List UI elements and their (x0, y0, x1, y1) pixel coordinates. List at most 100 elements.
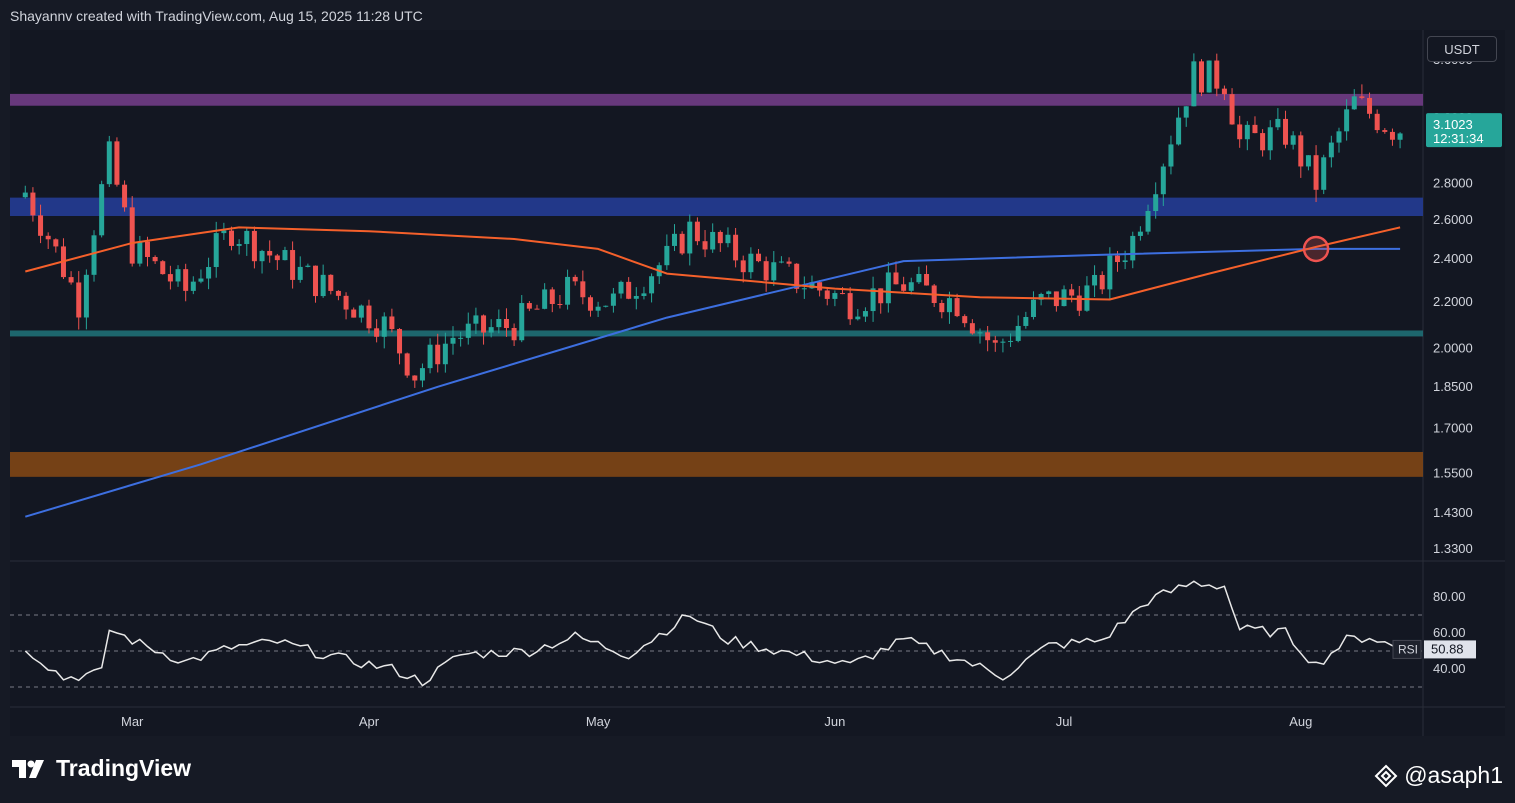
candle-body[interactable] (908, 282, 914, 291)
candle-body[interactable] (565, 276, 571, 305)
candle-body[interactable] (251, 230, 257, 262)
candle-body[interactable] (458, 337, 464, 339)
candle-body[interactable] (30, 192, 36, 216)
candle-body[interactable] (1099, 274, 1105, 290)
candle-body[interactable] (809, 282, 815, 289)
candle-body[interactable] (358, 305, 364, 318)
candle-body[interactable] (1046, 291, 1052, 294)
candle-body[interactable] (1168, 144, 1174, 167)
candle-body[interactable] (1252, 124, 1258, 134)
candle-body[interactable] (939, 303, 945, 313)
candle-body[interactable] (450, 337, 456, 344)
candle-body[interactable] (794, 263, 800, 289)
candle-body[interactable] (855, 316, 861, 320)
candle-body[interactable] (290, 250, 296, 280)
candle-body[interactable] (1069, 289, 1075, 296)
candle-body[interactable] (1008, 340, 1014, 342)
candle-body[interactable] (45, 235, 51, 240)
candle-body[interactable] (1206, 60, 1212, 93)
candle-body[interactable] (771, 262, 777, 281)
candle-body[interactable] (1176, 117, 1182, 145)
candle-body[interactable] (1382, 130, 1388, 132)
candle-body[interactable] (1160, 166, 1166, 195)
candle-body[interactable] (885, 272, 891, 304)
candle-body[interactable] (427, 344, 433, 369)
candle-body[interactable] (916, 273, 922, 283)
candle-body[interactable] (1351, 96, 1357, 110)
candle-body[interactable] (91, 235, 97, 275)
candle-body[interactable] (53, 239, 59, 247)
candle-body[interactable] (1367, 97, 1373, 114)
candle-body[interactable] (481, 315, 487, 333)
tradingview-logo[interactable]: TradingView (12, 755, 191, 782)
candle-body[interactable] (1122, 260, 1128, 263)
candle-body[interactable] (328, 274, 334, 291)
candle-body[interactable] (740, 260, 746, 273)
candle-body[interactable] (1023, 316, 1029, 326)
candle-body[interactable] (679, 233, 685, 254)
candle-body[interactable] (38, 215, 44, 236)
candle-body[interactable] (618, 281, 624, 294)
candle-body[interactable] (1275, 118, 1281, 128)
candle-body[interactable] (526, 303, 532, 309)
candle-body[interactable] (725, 234, 731, 244)
candle-body[interactable] (144, 241, 150, 257)
candle-body[interactable] (946, 298, 952, 313)
candle-body[interactable] (183, 269, 189, 291)
candle-body[interactable] (160, 261, 166, 275)
currency-selector[interactable]: USDT (1427, 36, 1497, 62)
candle-body[interactable] (580, 281, 586, 298)
candle-body[interactable] (572, 276, 578, 282)
candle-body[interactable] (1038, 293, 1044, 300)
candle-body[interactable] (374, 328, 380, 337)
candle-body[interactable] (1336, 131, 1342, 143)
candle-body[interactable] (259, 250, 265, 262)
candle-body[interactable] (763, 261, 769, 281)
candle-body[interactable] (1145, 210, 1151, 232)
candle-body[interactable] (878, 288, 884, 304)
candle-body[interactable] (710, 231, 716, 250)
candle-body[interactable] (664, 245, 670, 266)
candle-body[interactable] (267, 250, 273, 256)
candle-body[interactable] (1313, 155, 1319, 190)
candle-body[interactable] (465, 323, 471, 338)
candle-body[interactable] (1374, 113, 1380, 131)
candle-body[interactable] (1015, 325, 1021, 341)
candle-body[interactable] (862, 311, 868, 317)
candle-body[interactable] (213, 233, 219, 268)
candle-body[interactable] (320, 274, 326, 297)
candle-body[interactable] (748, 253, 754, 273)
candle-body[interactable] (1321, 157, 1327, 190)
candle-body[interactable] (473, 315, 479, 324)
candle-body[interactable] (649, 276, 655, 294)
candle-body[interactable] (1237, 124, 1243, 140)
candle-body[interactable] (778, 261, 784, 263)
candle-body[interactable] (977, 332, 983, 334)
candle-body[interactable] (549, 289, 555, 305)
candle-body[interactable] (488, 327, 494, 333)
candle-body[interactable] (702, 241, 708, 250)
candle-body[interactable] (313, 265, 319, 297)
candle-body[interactable] (847, 293, 853, 320)
candle-body[interactable] (1084, 285, 1090, 311)
candle-body[interactable] (1153, 194, 1159, 211)
candle-body[interactable] (122, 184, 128, 208)
candle-body[interactable] (786, 261, 792, 264)
candle-body[interactable] (1397, 133, 1403, 140)
candle-body[interactable] (671, 233, 677, 246)
candle-body[interactable] (1199, 61, 1205, 93)
candle-body[interactable] (1061, 289, 1067, 307)
candle-body[interactable] (610, 293, 616, 306)
candle-body[interactable] (557, 304, 563, 306)
candle-body[interactable] (22, 192, 28, 198)
candle-body[interactable] (893, 272, 899, 285)
candle-body[interactable] (1328, 142, 1334, 158)
candle-body[interactable] (626, 281, 632, 299)
candle-body[interactable] (870, 288, 876, 312)
candle-body[interactable] (542, 289, 548, 309)
candle-body[interactable] (366, 305, 372, 329)
candle-body[interactable] (985, 332, 991, 341)
candle-body[interactable] (694, 221, 700, 242)
candle-body[interactable] (76, 282, 82, 318)
candle-body[interactable] (1244, 124, 1250, 140)
